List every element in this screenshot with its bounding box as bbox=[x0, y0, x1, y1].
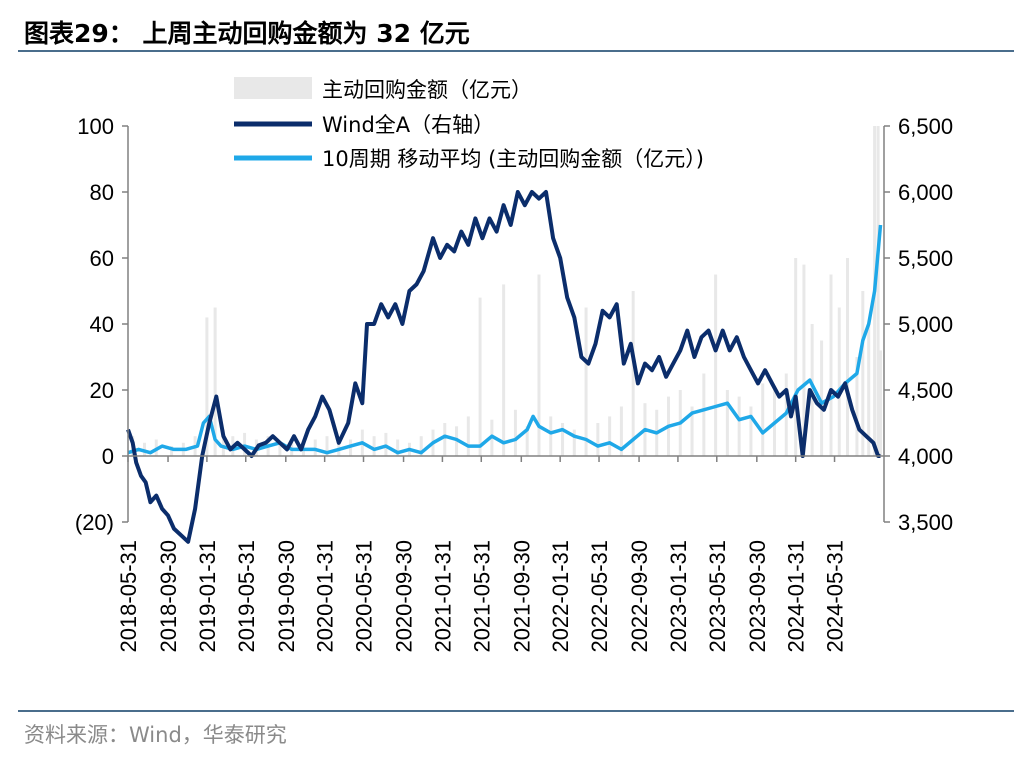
bar-repurchase-49 bbox=[702, 373, 706, 456]
chart-lines bbox=[126, 190, 883, 544]
bar-repurchase-27 bbox=[443, 423, 447, 456]
right-tick-label: 3,500 bbox=[898, 510, 953, 535]
legend-label-wind: Wind全A（右轴） bbox=[322, 113, 494, 137]
x-tick-label: 2020-01-31 bbox=[313, 540, 338, 653]
bar-repurchase-68 bbox=[876, 126, 880, 456]
bar-repurchase-21 bbox=[372, 436, 376, 456]
repurchase-bars bbox=[131, 126, 882, 456]
bar-repurchase-6 bbox=[205, 317, 209, 456]
left-tick-label: 60 bbox=[90, 246, 114, 271]
bar-repurchase-13 bbox=[278, 442, 282, 456]
bar-repurchase-30 bbox=[478, 297, 482, 456]
right-tick-label: 4,000 bbox=[898, 444, 953, 469]
bar-repurchase-29 bbox=[466, 416, 470, 456]
bar-repurchase-54 bbox=[761, 383, 765, 456]
left-tick-label: 0 bbox=[102, 444, 114, 469]
x-tick-label: 2021-05-31 bbox=[469, 540, 494, 653]
legend: 主动回购金额（亿元） Wind全A（右轴） 10周期 移动平均 (主动回购金额（… bbox=[234, 77, 704, 171]
bar-repurchase-42 bbox=[619, 406, 623, 456]
bar-repurchase-62 bbox=[837, 307, 841, 456]
left-tick-label: 40 bbox=[90, 312, 114, 337]
bar-repurchase-34 bbox=[525, 426, 529, 456]
right-tick-label: 5,500 bbox=[898, 246, 953, 271]
bar-repurchase-61 bbox=[829, 274, 833, 456]
bar-repurchase-65 bbox=[861, 291, 865, 456]
bar-repurchase-25 bbox=[419, 436, 423, 456]
bar-repurchase-48 bbox=[690, 406, 694, 456]
bar-repurchase-33 bbox=[513, 409, 517, 456]
right-y-axis: 3,500 4,000 4,500 5,000 5,500 6,000 6,500 bbox=[883, 114, 953, 535]
bar-repurchase-23 bbox=[396, 439, 400, 456]
bar-repurchase-41 bbox=[608, 416, 612, 456]
bar-repurchase-37 bbox=[561, 423, 565, 456]
title-divider bbox=[18, 50, 1014, 52]
left-y-axis: (20) 0 20 40 60 80 100 bbox=[75, 114, 129, 535]
bar-repurchase-59 bbox=[810, 324, 814, 456]
legend-label-bars: 主动回购金额（亿元） bbox=[322, 78, 532, 102]
bar-repurchase-40 bbox=[596, 423, 600, 456]
left-tick-label: 80 bbox=[90, 180, 114, 205]
x-tick-label: 2019-01-31 bbox=[195, 540, 220, 653]
x-tick-label: 2023-09-30 bbox=[745, 540, 770, 653]
x-tick-label: 2024-05-31 bbox=[823, 540, 848, 653]
figure-title: 图表29： 上周主动回购金额为 32 亿元 bbox=[24, 19, 470, 48]
x-tick-label: 2022-01-31 bbox=[548, 540, 573, 653]
bar-repurchase-52 bbox=[737, 396, 741, 456]
bar-repurchase-36 bbox=[549, 416, 553, 456]
bar-repurchase-53 bbox=[749, 406, 753, 456]
line-moving-average bbox=[127, 224, 883, 455]
bar-repurchase-58 bbox=[802, 264, 806, 456]
legend-label-ma: 10周期 移动平均 (主动回购金额（亿元）) bbox=[322, 147, 704, 171]
bar-repurchase-32 bbox=[502, 284, 506, 456]
x-tick-label: 2020-05-31 bbox=[352, 540, 377, 653]
right-tick-label: 5,000 bbox=[898, 312, 953, 337]
x-tick-label: 2021-09-30 bbox=[509, 540, 534, 653]
right-tick-label: 6,500 bbox=[898, 114, 953, 139]
bar-repurchase-51 bbox=[725, 390, 729, 456]
x-tick-label: 2021-01-31 bbox=[430, 540, 455, 653]
source-note: 资料来源：Wind，华泰研究 bbox=[24, 723, 287, 747]
bar-repurchase-39 bbox=[584, 307, 588, 456]
bar-repurchase-38 bbox=[572, 429, 576, 456]
bar-repurchase-60 bbox=[820, 340, 824, 456]
bar-repurchase-43 bbox=[631, 291, 635, 456]
legend-swatch-bars bbox=[234, 77, 312, 99]
bar-repurchase-57 bbox=[794, 258, 798, 456]
x-tick-label: 2022-05-31 bbox=[587, 540, 612, 653]
bar-repurchase-8 bbox=[221, 429, 225, 456]
x-tick-label: 2018-09-30 bbox=[156, 540, 181, 653]
right-tick-label: 4,500 bbox=[898, 378, 953, 403]
x-tick-label: 2023-05-31 bbox=[705, 540, 730, 653]
right-tick-label: 6,000 bbox=[898, 180, 953, 205]
x-tick-label: 2019-09-30 bbox=[274, 540, 299, 653]
bar-repurchase-64 bbox=[855, 357, 859, 456]
left-tick-label: 20 bbox=[90, 378, 114, 403]
chart-area: (20) 0 20 40 60 80 100 3,500 4,000 4,500 5,000 5,5… bbox=[75, 77, 953, 653]
left-tick-label: 100 bbox=[77, 114, 114, 139]
left-tick-label: (20) bbox=[75, 510, 114, 535]
bar-repurchase-7 bbox=[213, 307, 217, 456]
bar-repurchase-50 bbox=[714, 274, 718, 456]
x-tick-label: 2024-01-31 bbox=[784, 540, 809, 653]
x-tick-label: 2019-05-31 bbox=[234, 540, 259, 653]
bar-repurchase-63 bbox=[845, 258, 849, 456]
x-tick-label: 2018-05-31 bbox=[116, 540, 141, 653]
bar-repurchase-17 bbox=[325, 436, 329, 456]
x-tick-label: 2022-09-30 bbox=[627, 540, 652, 653]
bar-repurchase-3 bbox=[170, 446, 174, 456]
line-wind-all-a bbox=[126, 190, 881, 544]
x-axis: 2018-05-31 2018-09-30 2019-01-31 2019-05-31… bbox=[116, 455, 884, 653]
x-tick-label: 2020-09-30 bbox=[392, 540, 417, 653]
bar-repurchase-66 bbox=[867, 324, 871, 456]
bar-repurchase-35 bbox=[537, 274, 541, 456]
bar-repurchase-69 bbox=[878, 350, 882, 456]
footer-divider bbox=[18, 710, 1014, 712]
x-tick-label: 2023-01-31 bbox=[666, 540, 691, 653]
